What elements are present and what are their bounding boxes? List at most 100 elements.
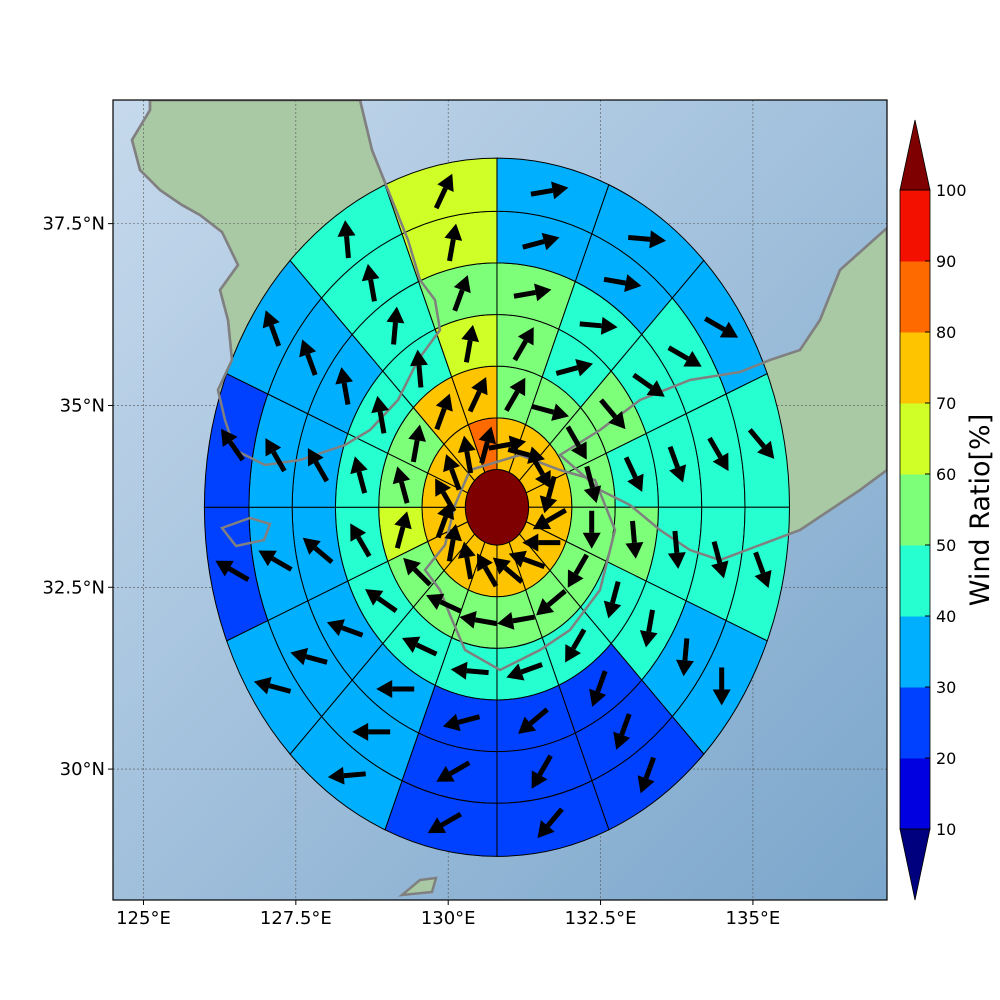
wind-arrow [747,428,775,459]
wind-arrow [497,611,535,630]
wind-arrow [522,232,560,251]
wind-arrow [327,766,366,785]
y-tick-label: 32.5°N [42,577,105,598]
wind-arrow [589,670,608,707]
wind-arrow [504,377,526,412]
wind-arrow [467,376,488,413]
colorbar-tick-label: 60 [936,465,956,484]
wind-arrow [579,316,618,335]
wind-arrow [371,395,389,434]
y-tick-label: 35°N [60,395,105,416]
colorbar-tick-label: 20 [936,749,956,768]
colorbar-tick-label: 10 [936,820,956,839]
wind-arrow [667,345,702,367]
colorbar-band [900,758,930,830]
x-tick-label: 135°E [726,908,781,929]
wind-arrow [307,448,329,483]
wind-arrows [215,173,775,839]
colorbar-band [900,687,930,759]
wind-arrow [603,581,622,619]
coastline [423,453,617,672]
x-tick-label: 125°E [116,908,171,929]
wind-arrow [392,466,411,504]
wind-arrow [531,754,553,789]
colorbar-tick-label: 30 [936,678,956,697]
wind-arrow [426,593,462,614]
wind-arrow [350,456,368,494]
colorbar-tick-label: 70 [936,394,956,413]
wind-arrow [386,306,405,345]
x-tick-label: 127.5°E [260,908,332,929]
coastline [219,516,272,548]
wind-arrow [555,359,594,377]
wind-arrow [452,275,471,312]
wind-arrow [258,550,293,572]
wind-arrow [512,327,534,362]
colorbar: 10 20 30 40 50 60 70 80 90 100 Wind Ratio[%] [899,119,996,901]
wind-arrow [478,426,497,464]
wind-arrow [402,636,438,657]
wind-arrow [461,324,480,363]
wind-sector-grid [203,157,790,857]
wind-arrow [625,520,644,559]
wind-arrow [703,316,739,338]
wind-arrow [707,436,729,472]
colorbar-band [900,261,930,333]
wind-arrow [443,454,462,491]
wind-arrow [403,557,432,587]
wind-arrow [350,523,372,558]
wind-arrow [582,510,601,549]
wind-arrow [253,676,292,695]
wind-arrow [408,424,427,463]
wind-arrow [753,551,772,589]
x-axis-ticks: 125°E 127.5°E 130°E 132.5°E 135°E [116,900,780,929]
x-tick-label: 132.5°E [565,908,637,929]
colorbar-band [900,545,930,617]
wind-arrow [531,403,569,421]
wind-arrow [522,533,561,552]
colorbar-band [900,403,930,475]
colorbar-band [900,474,930,546]
colorbar-tick-label: 80 [936,323,956,342]
colorbar-extend-max [899,119,931,191]
map-frame [112,99,888,901]
wind-arrow [506,662,543,681]
wind-arrow [675,638,694,677]
colorbar-tick-label: 100 [936,181,967,200]
colorbar-tick-label: 50 [936,536,956,555]
y-tick-label: 37.5°N [42,214,105,235]
wind-arrow [529,454,551,489]
wind-arrow [518,707,549,734]
wind-arrow [215,560,250,582]
wind-arrow [632,372,665,397]
wind-arrow [442,713,481,732]
colorbar-tick-label: 90 [936,252,956,271]
wind-arrow [365,589,398,613]
colorbar-band [900,616,930,688]
wind-arrow [337,220,356,259]
colorbar-tick-label: 40 [936,607,956,626]
colorbar-band [900,190,930,262]
wind-arrow [567,553,589,588]
wind-arrow [457,541,476,580]
coastline [557,226,887,562]
wind-arrow [376,679,415,698]
wind-arrow [603,274,642,293]
wind-arrow [265,438,287,473]
wind-arrow [539,475,558,514]
wind-arrow [457,435,476,474]
wind-arrow [508,550,546,570]
wind-arrow [513,283,552,302]
y-axis-ticks: 30°N 32.5°N 35°N 37.5°N [42,214,113,780]
wind-arrow [433,173,454,210]
wind-arrow [394,511,412,549]
wind-arrow [492,557,524,584]
colorbar-title: Wind Ratio[%] [965,414,996,606]
wind-arrow [302,537,334,565]
wind-arrow [262,310,282,347]
wind-arrow [444,523,462,562]
wind-arrow [565,425,587,460]
wind-arrow [711,540,729,579]
wind-arrow [290,647,328,666]
wind-arrow [326,619,364,638]
